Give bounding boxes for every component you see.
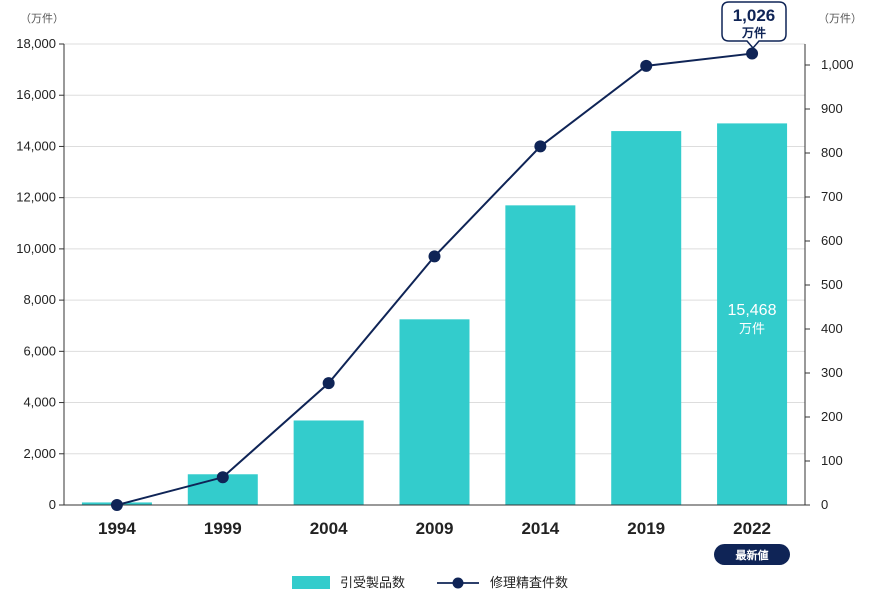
right-tick-label: 100 bbox=[821, 453, 843, 468]
left-tick-label: 2,000 bbox=[23, 446, 56, 461]
line-callout: 1,026 万件 bbox=[721, 1, 787, 50]
right-tick-label: 700 bbox=[821, 189, 843, 204]
right-tick-label: 300 bbox=[821, 365, 843, 380]
bar-label-unit: 万件 bbox=[739, 321, 765, 336]
left-tick-label: 14,000 bbox=[16, 138, 56, 153]
right-axis-unit: （万件） bbox=[818, 12, 862, 25]
right-tick-label: 200 bbox=[821, 409, 843, 424]
x-tick-label: 2004 bbox=[310, 519, 348, 538]
right-tick-label: 400 bbox=[821, 321, 843, 336]
left-tick-label: 10,000 bbox=[16, 241, 56, 256]
grid-lines bbox=[64, 43, 805, 455]
bar bbox=[399, 319, 470, 505]
line-callout-value: 1,026 bbox=[733, 6, 776, 25]
bar bbox=[293, 420, 364, 505]
left-axis-unit: （万件） bbox=[20, 12, 64, 25]
legend-line-marker bbox=[452, 577, 464, 589]
axes: 0 2,000 4,000 6,000 8,000 10,000 12,000 14,000 1… bbox=[16, 36, 853, 538]
latest-badge: 最新値 bbox=[714, 544, 790, 565]
right-tick-label: 500 bbox=[821, 277, 843, 292]
right-tick-label: 600 bbox=[821, 233, 843, 248]
line-point bbox=[428, 250, 441, 263]
line-point bbox=[216, 471, 229, 484]
bar-series bbox=[81, 123, 788, 506]
bar-label-value: 15,468 bbox=[728, 302, 777, 319]
line-point bbox=[322, 377, 335, 390]
bar bbox=[717, 123, 788, 506]
x-tick-label: 2009 bbox=[416, 519, 454, 538]
x-tick-label: 2022 bbox=[733, 519, 771, 538]
latest-badge-bg bbox=[714, 544, 790, 565]
legend-bar-label: 引受製品数 bbox=[340, 575, 405, 590]
left-tick-label: 8,000 bbox=[23, 292, 56, 307]
line-callout-bubble bbox=[721, 1, 787, 50]
left-tick-label: 12,000 bbox=[16, 190, 56, 205]
left-tick-label: 6,000 bbox=[23, 343, 56, 358]
line-point bbox=[110, 499, 123, 511]
left-tick-label: 18,000 bbox=[16, 36, 56, 51]
legend: 引受製品数 修理精査件数 bbox=[292, 575, 568, 590]
right-tick-label: 800 bbox=[821, 145, 843, 160]
legend-line-label: 修理精査件数 bbox=[490, 575, 568, 590]
right-tick-label: 1,000 bbox=[821, 57, 854, 72]
line-callout-unit: 万件 bbox=[741, 25, 766, 40]
x-tick-label: 1994 bbox=[98, 519, 136, 538]
legend-bar-swatch bbox=[292, 576, 330, 589]
bar bbox=[611, 131, 682, 506]
bar bbox=[505, 205, 576, 505]
latest-badge-label: 最新値 bbox=[736, 548, 769, 562]
line-point bbox=[640, 59, 653, 72]
line-point bbox=[746, 47, 759, 60]
left-tick-label: 16,000 bbox=[16, 87, 56, 102]
left-tick-label: 0 bbox=[49, 497, 56, 512]
line-series bbox=[110, 47, 759, 511]
x-tick-label: 2014 bbox=[521, 519, 559, 538]
x-tick-label: 2019 bbox=[627, 519, 665, 538]
left-tick-label: 4,000 bbox=[23, 395, 56, 410]
right-tick-label: 900 bbox=[821, 101, 843, 116]
right-tick-label: 0 bbox=[821, 497, 828, 512]
x-tick-label: 1999 bbox=[204, 519, 242, 538]
line-point bbox=[534, 140, 547, 153]
